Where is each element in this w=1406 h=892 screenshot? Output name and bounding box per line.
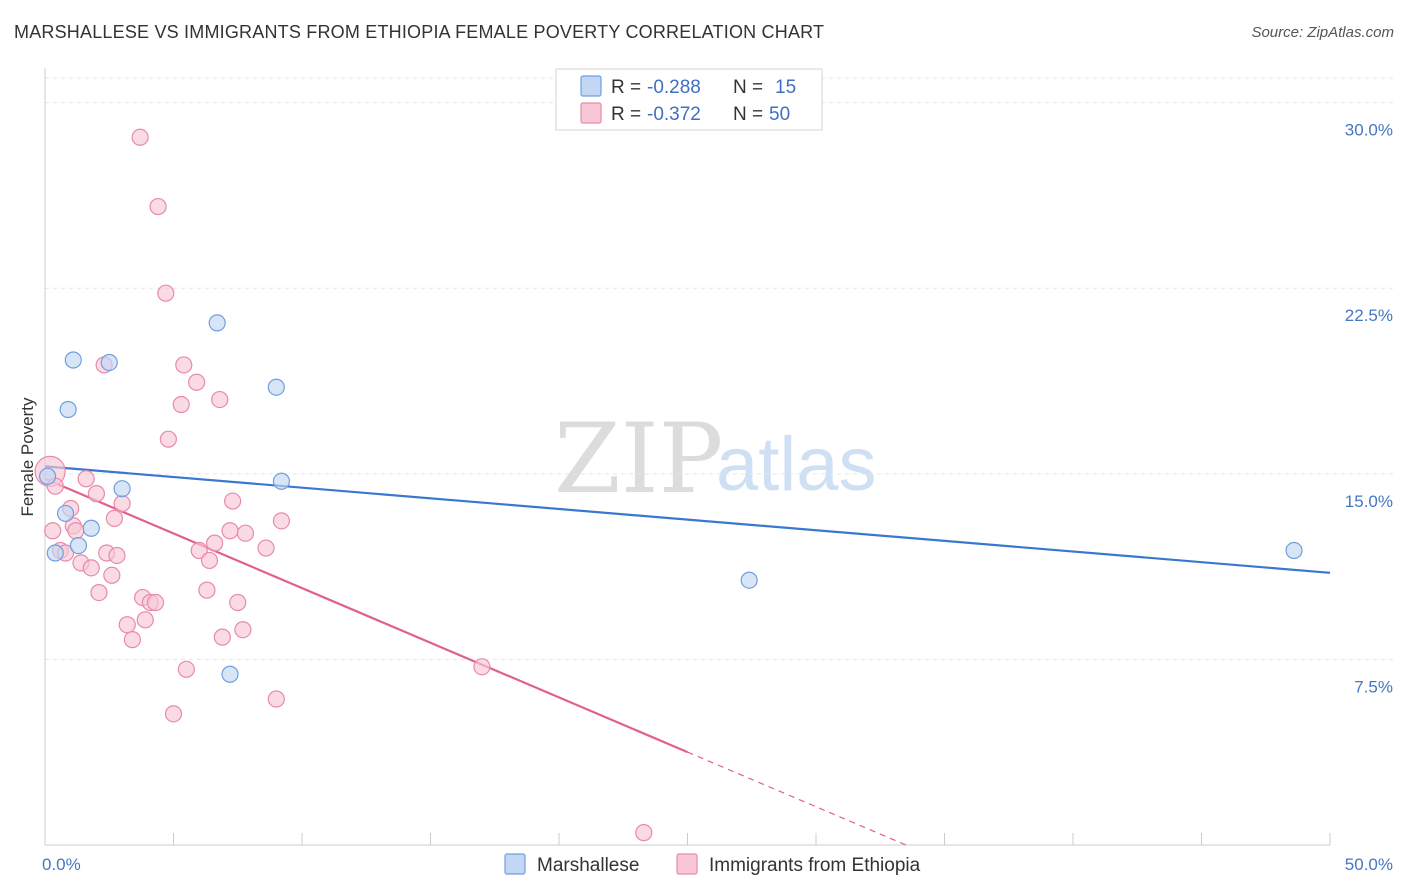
marshallese-point-12 [272, 472, 291, 490]
bottom-legend-label-ethiopia: Immigrants from Ethiopia [709, 855, 921, 876]
x-tick-label-1: 50.0% [1345, 855, 1393, 874]
ethiopia-point-38 [211, 390, 229, 409]
ethiopia-point-32 [177, 660, 195, 678]
ethiopia-point-19 [118, 616, 136, 634]
ethiopia-point-39 [213, 628, 231, 646]
ethiopia-point-11 [87, 485, 106, 503]
legend-r-value-2: -0.372 [647, 104, 701, 125]
ethiopia-point-17 [108, 546, 126, 565]
bottom-legend-swatch-ethiopia [676, 853, 698, 875]
ethiopia-point-40 [221, 522, 239, 540]
bottom-legend-label-marshallese: Marshallese [537, 855, 639, 876]
source-label: Source: ZipAtlas.com [1251, 24, 1394, 41]
legend-n-value-2: 50 [769, 104, 790, 125]
ethiopia-point-45 [257, 539, 275, 557]
ethiopia-point-43 [234, 621, 252, 639]
ethiopia-point-49 [635, 824, 653, 842]
ethiopia-point-46 [267, 690, 285, 708]
stats-legend: R = -0.288 N = 15 R = -0.372 N = 50 [555, 68, 823, 131]
y-tick-labels: 7.5% 15.0% 22.5% 30.0% [1345, 121, 1393, 697]
ethiopia-point-1 [44, 522, 62, 540]
watermark-atlas: atlas [716, 422, 877, 507]
data-points [34, 128, 1303, 842]
ethiopia-point-36 [200, 551, 219, 570]
trend-lines [44, 465, 1331, 846]
marshallese-point-0 [38, 467, 57, 485]
ethiopia-point-21 [131, 128, 149, 146]
y-tick-label-1: 15.0% [1345, 492, 1393, 511]
y-tick-label-3: 30.0% [1345, 121, 1393, 140]
ethiopia-point-26 [149, 197, 167, 216]
ethiopia-point-28 [159, 430, 177, 448]
ethiopia-point-16 [105, 509, 123, 527]
marshallese-point-7 [100, 353, 118, 372]
trend-line-0 [44, 465, 1331, 574]
y-axis-label: Female Poverty [18, 397, 37, 517]
gridlines [45, 77, 1395, 660]
ethiopia-point-33 [188, 373, 206, 391]
marshallese-point-8 [113, 480, 131, 498]
chart-title: MARSHALLESE VS IMMIGRANTS FROM ETHIOPIA … [14, 22, 825, 42]
trend-line-1 [44, 477, 688, 754]
marshallese-point-13 [740, 571, 758, 589]
ethiopia-point-48 [473, 658, 491, 676]
ethiopia-point-34 [190, 541, 208, 560]
watermark-zip: ZIP [554, 403, 723, 515]
ethiopia-point-25 [146, 593, 165, 612]
legend-swatch-marshallese [580, 75, 602, 97]
marshallese-point-10 [221, 665, 239, 683]
marshallese-point-14 [1285, 541, 1303, 560]
legend-swatch-ethiopia [580, 102, 602, 124]
ethiopia-point-18 [113, 494, 131, 513]
ethiopia-point-10 [82, 559, 100, 577]
ethiopia-point-27 [157, 284, 175, 302]
ethiopia-point-42 [229, 593, 247, 612]
series-legend: Marshallese Immigrants from Ethiopia [504, 853, 921, 876]
legend-r-value-1: -0.288 [647, 77, 701, 98]
y-tick-label-0: 7.5% [1354, 677, 1393, 696]
trend-line-extension-1 [687, 751, 907, 846]
legend-n-value-1: 15 [775, 77, 796, 98]
ethiopia-point-23 [136, 611, 154, 629]
ethiopia-point-44 [236, 524, 255, 542]
ethiopia-point-20 [123, 631, 141, 649]
marshallese-point-9 [208, 314, 226, 332]
ethiopia-point-9 [77, 470, 95, 488]
legend-n-label-1: N = [733, 77, 763, 98]
marshallese-point-5 [69, 536, 88, 555]
ethiopia-point-37 [206, 534, 224, 552]
ethiopia-point-47 [272, 512, 291, 530]
marshallese-point-3 [59, 400, 77, 419]
y-tick-label-2: 22.5% [1345, 306, 1393, 325]
ethiopia-point-29 [164, 705, 183, 723]
legend-r-label-1: R = [611, 77, 641, 98]
axes [44, 68, 1331, 846]
legend-n-label-2: N = [733, 104, 763, 125]
ethiopia-point-30 [172, 395, 190, 414]
ethiopia-point-12 [90, 583, 108, 602]
ethiopia-point-35 [198, 581, 216, 599]
x-tick-labels: 0.0% 50.0% [42, 855, 1393, 874]
marshallese-point-1 [46, 544, 64, 562]
marshallese-point-11 [267, 378, 285, 396]
ethiopia-point-7 [67, 522, 85, 540]
x-tick-label-0: 0.0% [42, 855, 81, 874]
marshallese-point-2 [56, 504, 75, 523]
ethiopia-point-15 [103, 566, 121, 584]
marshallese-point-4 [64, 351, 82, 369]
ethiopia-point-41 [224, 492, 242, 510]
marshallese-point-6 [82, 519, 100, 537]
ethiopia-point-31 [175, 356, 193, 374]
bottom-legend-swatch-marshallese [504, 853, 526, 875]
legend-r-label-2: R = [611, 104, 641, 125]
